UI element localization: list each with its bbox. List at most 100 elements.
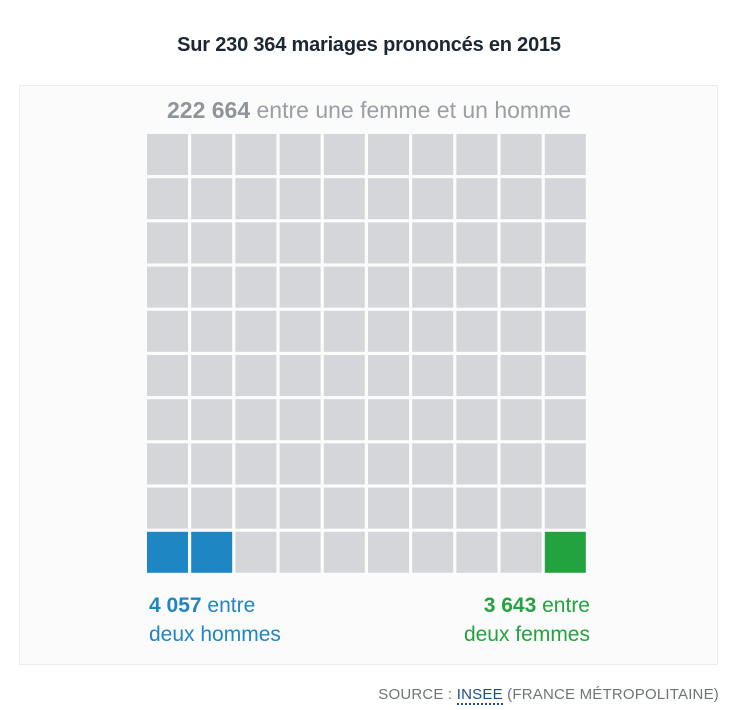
waffle-cell-opposite-sex bbox=[191, 222, 233, 264]
male-couples-line1: entre bbox=[207, 594, 256, 617]
waffle-cell-opposite-sex bbox=[456, 487, 498, 529]
waffle-cell-opposite-sex bbox=[235, 178, 277, 220]
waffle-cell-opposite-sex bbox=[191, 487, 233, 529]
waffle-cell-opposite-sex bbox=[279, 134, 321, 175]
female-couples-count: 3 643 bbox=[483, 594, 537, 617]
waffle-cell-opposite-sex bbox=[323, 531, 365, 573]
waffle-cell-opposite-sex bbox=[456, 222, 498, 264]
waffle-cell-male-couples bbox=[147, 531, 188, 573]
waffle-cell-opposite-sex bbox=[235, 134, 277, 175]
waffle-cell-opposite-sex bbox=[147, 178, 188, 220]
waffle-grid bbox=[147, 134, 586, 573]
male-couples-line2: deux hommes bbox=[149, 623, 281, 646]
insee-link[interactable]: INSEE bbox=[456, 686, 503, 705]
waffle-cell-opposite-sex bbox=[500, 443, 542, 485]
source-suffix: (FRANCE MÉTROPOLITAINE) bbox=[507, 686, 719, 703]
waffle-cell-opposite-sex bbox=[500, 487, 542, 529]
waffle-cell-opposite-sex bbox=[279, 487, 321, 529]
waffle-cell-opposite-sex bbox=[456, 443, 498, 485]
waffle-cell-opposite-sex bbox=[323, 443, 365, 485]
waffle-cell-opposite-sex bbox=[191, 310, 233, 352]
waffle-cell-opposite-sex bbox=[147, 355, 188, 396]
waffle-cell-opposite-sex bbox=[412, 266, 454, 308]
waffle-cell-opposite-sex bbox=[456, 266, 498, 308]
waffle-cell-opposite-sex bbox=[279, 178, 321, 220]
waffle-cell-opposite-sex bbox=[544, 355, 586, 396]
waffle-cell-opposite-sex bbox=[323, 487, 365, 529]
waffle-cell-opposite-sex bbox=[235, 531, 277, 573]
waffle-cell-opposite-sex bbox=[147, 134, 188, 175]
waffle-cell-opposite-sex bbox=[368, 222, 409, 264]
waffle-cell-opposite-sex bbox=[191, 443, 233, 485]
chart-title: Sur 230 364 mariages prononcés en 2015 bbox=[177, 34, 561, 56]
male-couples-count: 4 057 bbox=[149, 594, 202, 617]
waffle-cell-opposite-sex bbox=[191, 134, 233, 175]
source-prefix: SOURCE : bbox=[378, 686, 453, 703]
waffle-cell-opposite-sex bbox=[191, 178, 233, 220]
waffle-cell-opposite-sex bbox=[412, 443, 454, 485]
waffle-cell-opposite-sex bbox=[500, 399, 542, 441]
waffle-cell-opposite-sex bbox=[544, 178, 586, 220]
male-couples-label: 4 057 entre deux hommes bbox=[149, 591, 281, 649]
waffle-cell-opposite-sex bbox=[279, 443, 321, 485]
waffle-cell-opposite-sex bbox=[279, 531, 321, 573]
opposite-sex-label: 222 664 entre une femme et un homme bbox=[0, 97, 738, 124]
waffle-cell-opposite-sex bbox=[235, 355, 277, 396]
waffle-cell-opposite-sex bbox=[412, 399, 454, 441]
opposite-sex-text: entre une femme et un homme bbox=[256, 97, 572, 123]
waffle-cell-opposite-sex bbox=[368, 310, 409, 352]
waffle-cell-opposite-sex bbox=[456, 399, 498, 441]
waffle-cell-opposite-sex bbox=[235, 399, 277, 441]
waffle-cell-opposite-sex bbox=[412, 487, 454, 529]
waffle-cell-opposite-sex bbox=[544, 222, 586, 264]
waffle-cell-opposite-sex bbox=[323, 355, 365, 396]
waffle-cell-opposite-sex bbox=[191, 355, 233, 396]
waffle-cell-opposite-sex bbox=[500, 178, 542, 220]
female-couples-label: 3 643 entre deux femmes bbox=[464, 591, 590, 649]
waffle-cell-opposite-sex bbox=[323, 310, 365, 352]
waffle-cell-female-couples bbox=[544, 531, 586, 573]
waffle-cell-opposite-sex bbox=[412, 531, 454, 573]
waffle-cell-opposite-sex bbox=[544, 310, 586, 352]
waffle-cell-opposite-sex bbox=[368, 355, 409, 396]
female-couples-line1: entre bbox=[542, 594, 590, 617]
waffle-cell-opposite-sex bbox=[500, 266, 542, 308]
waffle-cell-opposite-sex bbox=[368, 487, 409, 529]
waffle-cell-opposite-sex bbox=[147, 310, 188, 352]
waffle-cell-opposite-sex bbox=[323, 266, 365, 308]
waffle-cell-opposite-sex bbox=[412, 310, 454, 352]
waffle-cell-opposite-sex bbox=[544, 443, 586, 485]
waffle-cell-opposite-sex bbox=[323, 222, 365, 264]
waffle-cell-opposite-sex bbox=[147, 266, 188, 308]
waffle-cell-opposite-sex bbox=[147, 443, 188, 485]
waffle-cell-male-couples bbox=[191, 531, 233, 573]
waffle-cell-opposite-sex bbox=[412, 178, 454, 220]
waffle-cell-opposite-sex bbox=[147, 487, 188, 529]
waffle-cell-opposite-sex bbox=[500, 531, 542, 573]
opposite-sex-count: 222 664 bbox=[166, 97, 251, 123]
waffle-cell-opposite-sex bbox=[544, 399, 586, 441]
waffle-cell-opposite-sex bbox=[191, 399, 233, 441]
waffle-cell-opposite-sex bbox=[500, 310, 542, 352]
waffle-cell-opposite-sex bbox=[456, 531, 498, 573]
waffle-cell-opposite-sex bbox=[323, 134, 365, 175]
waffle-cell-opposite-sex bbox=[235, 487, 277, 529]
waffle-cell-opposite-sex bbox=[500, 134, 542, 175]
waffle-cell-opposite-sex bbox=[412, 355, 454, 396]
waffle-cell-opposite-sex bbox=[279, 266, 321, 308]
waffle-cell-opposite-sex bbox=[456, 310, 498, 352]
waffle-cell-opposite-sex bbox=[368, 134, 409, 175]
waffle-cell-opposite-sex bbox=[544, 134, 586, 175]
waffle-cell-opposite-sex bbox=[500, 222, 542, 264]
waffle-cell-opposite-sex bbox=[279, 222, 321, 264]
female-couples-line2: deux femmes bbox=[463, 623, 590, 646]
waffle-cell-opposite-sex bbox=[279, 355, 321, 396]
waffle-cell-opposite-sex bbox=[235, 266, 277, 308]
waffle-cell-opposite-sex bbox=[147, 399, 188, 441]
waffle-cell-opposite-sex bbox=[368, 178, 409, 220]
waffle-cell-opposite-sex bbox=[235, 310, 277, 352]
waffle-cell-opposite-sex bbox=[323, 399, 365, 441]
waffle-cell-opposite-sex bbox=[412, 134, 454, 175]
waffle-cell-opposite-sex bbox=[368, 266, 409, 308]
waffle-cell-opposite-sex bbox=[544, 487, 586, 529]
